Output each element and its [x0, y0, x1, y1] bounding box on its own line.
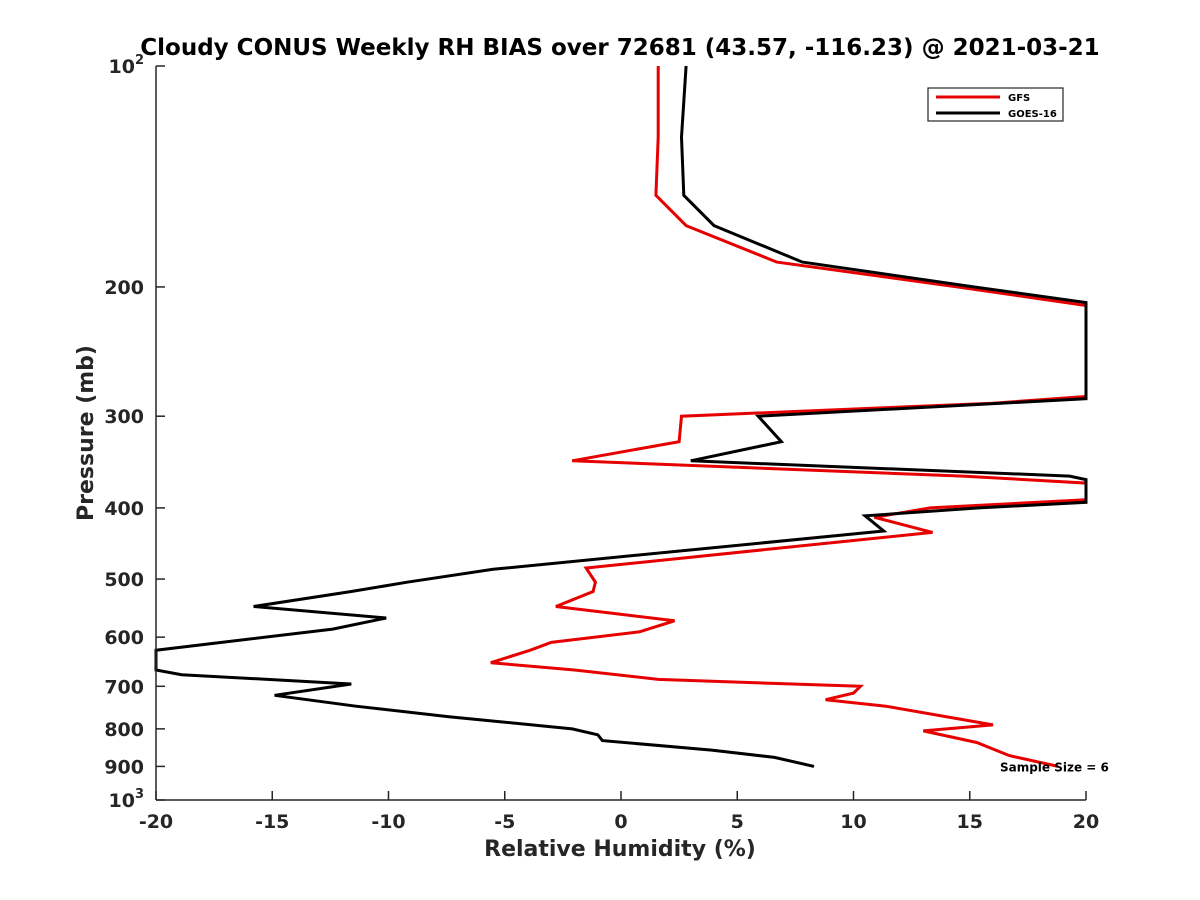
x-tick-label: -15: [255, 811, 289, 833]
x-tick-label: -5: [494, 811, 515, 833]
y-axis-label: Pressure (mb): [74, 345, 99, 521]
legend-label: GOES-16: [1008, 109, 1057, 120]
sample-size-annotation: Sample Size = 6: [1000, 760, 1109, 774]
annotation-layer: Sample Size = 6: [1000, 760, 1109, 774]
x-tick-label: 10: [840, 811, 866, 833]
y-tick-label: 600: [104, 627, 144, 649]
y-tick-label: 200: [104, 277, 144, 299]
y-tick-label: 103: [109, 787, 145, 812]
x-tick-label: -20: [139, 811, 173, 833]
chart-title: Cloudy CONUS Weekly RH BIAS over 72681 (…: [140, 35, 1099, 61]
axes: -20 -15 -10 -5 0 5 10 15 20 102 200 300 400 500 600 700…: [104, 53, 1099, 833]
y-tick-label: 400: [104, 498, 144, 520]
y-tick-label: 700: [104, 676, 144, 698]
legend: GFS GOES-16: [927, 87, 1064, 122]
legend-box: [927, 87, 1064, 122]
x-tick-label: 20: [1073, 811, 1099, 833]
y-tick-label: 500: [104, 569, 144, 591]
x-axis-label: Relative Humidity (%): [484, 837, 756, 862]
y-tick-label: 900: [104, 756, 144, 778]
y-tick-label: 102: [109, 53, 145, 78]
y-tick-label: 800: [104, 719, 144, 741]
x-tick-label: -10: [371, 811, 405, 833]
series-layer: [154, 65, 1088, 768]
x-tick-label: 5: [731, 811, 744, 833]
series-line-gfs: [490, 66, 1088, 768]
x-tick-label: 15: [957, 811, 983, 833]
x-tick-label: 0: [614, 811, 627, 833]
legend-label: GFS: [1008, 93, 1030, 104]
series-line-goes-16: [154, 65, 1088, 768]
y-tick-label: 300: [104, 406, 144, 428]
